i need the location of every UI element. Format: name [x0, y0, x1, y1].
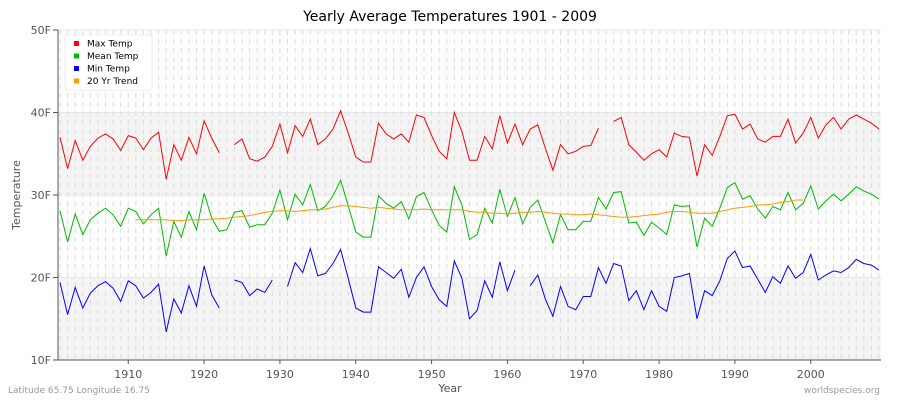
series-layer [59, 109, 880, 333]
legend-swatch-max-temp [74, 41, 79, 46]
location-label: Latitude 65.75 Longitude 16.75 [8, 386, 150, 396]
min-temp-line-segment [59, 265, 220, 333]
y-ticks: 10F 20F 30F 40F 50F [31, 24, 58, 367]
chart-title: Yearly Average Temperatures 1901 - 2009 [302, 9, 597, 25]
x-tick-label: 1910 [114, 368, 142, 381]
source-label: worldspecies.org [804, 386, 880, 396]
max-temp-line-segment [613, 113, 880, 177]
legend-label-max-temp: Max Temp [87, 40, 133, 50]
legend-swatch-mean-temp [74, 53, 79, 59]
20-yr-trend-line-segment [135, 199, 804, 222]
legend-swatch-20-yr-trend [74, 78, 79, 84]
series-max-temp [59, 109, 880, 180]
mean-temp-line-segment [59, 178, 880, 257]
min-temp-line-segment [287, 246, 516, 320]
legend-label-mean-temp: Mean Temp [87, 52, 139, 62]
legend: Max Temp Mean Temp Min Temp 20 Yr Trend [64, 34, 153, 91]
y-tick-label: 20F [31, 272, 51, 285]
x-tick-label: 1980 [645, 368, 673, 381]
y-tick-label: 30F [31, 189, 51, 202]
background-band [58, 112, 881, 195]
legend-label-min-temp: Min Temp [87, 65, 130, 75]
background-band [58, 195, 881, 278]
x-tick-label: 1940 [342, 368, 370, 381]
series-mean-temp [59, 178, 880, 257]
max-temp-line-segment [234, 109, 599, 172]
y-tick-label: 10F [31, 354, 51, 367]
series-20-yr-trend [135, 199, 804, 222]
legend-label-20-yr-trend: 20 Yr Trend [87, 77, 138, 87]
legend-box [64, 34, 153, 91]
max-temp-line-segment [59, 119, 220, 180]
x-tick-label: 1970 [569, 368, 597, 381]
x-tick-label: 1930 [266, 368, 294, 381]
x-ticks: 1910 1920 1930 1940 1950 1960 1970 1980 1990 2000 [114, 360, 825, 381]
x-tick-label: 1920 [190, 368, 218, 381]
x-tick-label: 1950 [418, 368, 446, 381]
x-tick-label: 1990 [721, 368, 749, 381]
series-min-temp [59, 246, 880, 333]
min-temp-line-segment [529, 250, 880, 319]
x-tick-label: 2000 [797, 368, 825, 381]
min-temp-line-segment [234, 279, 273, 297]
legend-swatch-min-temp [74, 66, 79, 71]
y-tick-label: 40F [31, 107, 51, 120]
y-axis-label: Temperature [10, 160, 23, 231]
x-tick-label: 1960 [493, 368, 521, 381]
y-tick-label: 50F [31, 24, 51, 37]
x-axis-label: Year [437, 382, 462, 395]
